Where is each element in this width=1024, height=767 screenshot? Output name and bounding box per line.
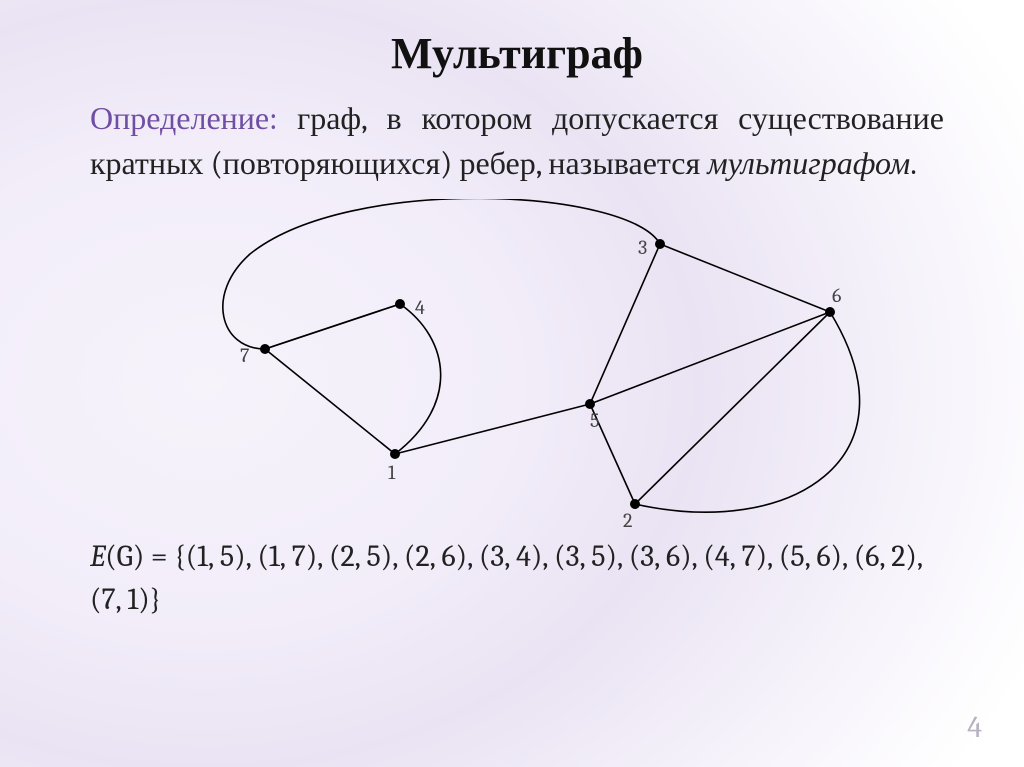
edge-7-1 xyxy=(265,304,441,454)
edge-6-2 xyxy=(635,312,860,512)
node-6 xyxy=(825,307,835,317)
edge-set-lhs-rest: (G) = xyxy=(105,539,174,574)
edge-set-expression: E(G) = {(1, 5), (1, 7), (2, 5), (2, 6), … xyxy=(90,535,944,622)
node-label-5: 5 xyxy=(590,409,600,432)
node-5 xyxy=(585,399,595,409)
edge-1-5 xyxy=(395,404,590,454)
edge-2-6 xyxy=(635,312,830,504)
node-label-7: 7 xyxy=(240,344,249,367)
definition-tail: . xyxy=(910,145,917,182)
node-2 xyxy=(630,499,640,509)
edge-4-7 xyxy=(265,304,400,349)
edge-3-4 xyxy=(223,199,660,349)
node-label-6: 6 xyxy=(832,284,841,307)
slide: Мультиграф Определение: граф, в котором … xyxy=(0,0,1024,767)
edge-5-6 xyxy=(590,312,830,404)
graph-svg: 1 2 3 4 5 6 7 xyxy=(90,199,950,529)
page-number: 4 xyxy=(967,710,982,745)
definition-term: мультиграфом xyxy=(707,145,910,182)
node-label-2: 2 xyxy=(623,509,632,529)
node-4 xyxy=(395,299,405,309)
node-3 xyxy=(655,239,665,249)
node-label-1: 1 xyxy=(388,461,396,484)
node-1 xyxy=(390,449,400,459)
edge-3-5 xyxy=(590,244,660,404)
node-label-3: 3 xyxy=(638,236,647,259)
node-7 xyxy=(260,344,270,354)
node-label-4: 4 xyxy=(415,296,425,319)
multigraph-diagram: 1 2 3 4 5 6 7 xyxy=(90,199,944,529)
edge-set-body: {(1, 5), (1, 7), (2, 5), (2, 6), (3, 4),… xyxy=(90,539,922,618)
definition-paragraph: Определение: граф, в котором допускается… xyxy=(90,97,944,187)
edge-set-lhs-E: E xyxy=(90,539,105,574)
definition-lead: Определение: xyxy=(90,100,277,137)
edge-3-6 xyxy=(660,244,830,312)
slide-title: Мультиграф xyxy=(90,28,944,79)
edge-1-7 xyxy=(265,349,395,454)
